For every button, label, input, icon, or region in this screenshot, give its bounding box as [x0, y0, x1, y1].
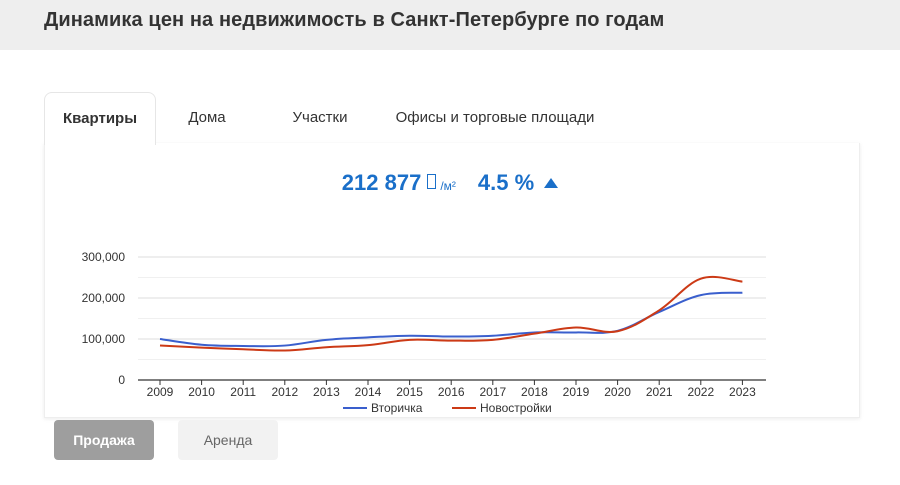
tab-offices-retail[interactable]: Офисы и торговые площади	[395, 109, 595, 126]
x-tick-label: 2012	[271, 385, 298, 399]
x-tick-label: 2020	[604, 385, 631, 399]
price-unit: /м²	[440, 179, 456, 193]
legend-label: Новостройки	[480, 401, 552, 415]
x-tick-label: 2018	[521, 385, 548, 399]
arrow-up-icon	[544, 178, 559, 188]
x-tick-label: 2016	[438, 385, 465, 399]
x-tick-label: 2013	[313, 385, 340, 399]
y-tick-label: 200,000	[82, 291, 126, 305]
sale-button[interactable]: Продажа	[54, 420, 154, 460]
y-tick-label: 100,000	[82, 332, 126, 346]
y-tick-label: 0	[118, 373, 125, 387]
x-tick-label: 2019	[563, 385, 590, 399]
tab-land-plots[interactable]: Участки	[292, 109, 348, 126]
x-tick-label: 2010	[188, 385, 215, 399]
price-change: 4.5 %	[477, 170, 535, 195]
x-tick-label: 2022	[687, 385, 714, 399]
x-tick-label: 2017	[479, 385, 506, 399]
series-line-new-buildings	[159, 275, 743, 352]
x-tick-label: 2011	[230, 385, 256, 399]
legend-label: Вторичка	[371, 401, 423, 415]
x-tick-label: 2009	[147, 385, 174, 399]
page-header: Динамика цен на недвижимость в Санкт-Пет…	[0, 0, 900, 50]
price-summary: 212 877/м² 4.5 %	[0, 170, 900, 196]
y-tick-label: 300,000	[82, 250, 126, 264]
tab-houses[interactable]: Дома	[188, 109, 226, 126]
x-tick-label: 2021	[646, 385, 673, 399]
rent-button[interactable]: Аренда	[178, 420, 278, 460]
x-tick-label: 2014	[355, 385, 382, 399]
page-title: Динамика цен на недвижимость в Санкт-Пет…	[44, 9, 665, 31]
x-tick-label: 2023	[729, 385, 756, 399]
price-value: 212 877	[341, 170, 422, 195]
chart-panel	[44, 143, 860, 418]
series-line-secondary	[159, 291, 743, 348]
tab-apartments[interactable]: Квартиры	[44, 92, 156, 145]
ruble-placeholder-icon	[427, 174, 437, 189]
x-tick-label: 2015	[396, 385, 423, 399]
